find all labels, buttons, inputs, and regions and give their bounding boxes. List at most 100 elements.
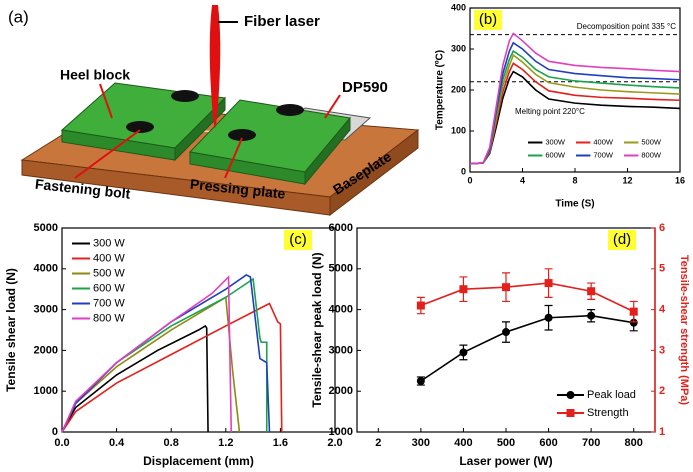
x-tick-label: 0.8 [164, 437, 179, 449]
y-tick-label: 0 [461, 166, 466, 176]
baseplate-side [329, 128, 419, 217]
leader [74, 129, 141, 179]
y-tick-label: 3000 [329, 344, 353, 356]
bolt [171, 90, 199, 102]
legend-label: 700W [593, 150, 614, 159]
y-tick-label: 5000 [329, 263, 353, 275]
panel-label: (d) [613, 231, 631, 248]
y-tick-label: 6000 [329, 222, 353, 234]
marker [502, 328, 510, 337]
marker [629, 318, 638, 327]
x-tick-label: 600 [539, 437, 557, 449]
annotation: Melting point 220°C [515, 107, 585, 116]
legend-label: 400W [593, 137, 614, 146]
y-tick-label: 400 [451, 2, 466, 12]
y2-tick-label: 1 [659, 426, 665, 438]
legend-label: 300 W [93, 237, 125, 249]
y2-tick-label: 4 [659, 304, 666, 316]
legend-label: 500 W [93, 267, 125, 279]
y-tick-label: 100 [451, 125, 466, 135]
y2-tick-label: 5 [659, 263, 665, 275]
x-tick-label: 300 [412, 437, 430, 449]
y2-tick-label: 2 [659, 385, 665, 397]
panel-label: (c) [289, 231, 307, 248]
x-tick-label: 12 [622, 175, 632, 185]
y-tick-label: 2000 [34, 344, 58, 356]
series-line [61, 275, 233, 433]
series-line [469, 32, 681, 165]
annotation: Decomposition point 335 °C [577, 22, 676, 31]
plot-frame [61, 227, 336, 433]
x-tick-label: 500 [497, 437, 515, 449]
leader [324, 94, 341, 119]
marker [629, 307, 638, 316]
panel-label: (a) [8, 7, 29, 26]
y-tick-label: 5000 [34, 222, 58, 234]
x-axis-title: Laser power (W) [459, 454, 552, 468]
y2-axis-title: Tensile-shear strength (MPa) [678, 255, 690, 405]
y-tick-label: 2000 [329, 385, 353, 397]
series-line [420, 314, 634, 382]
y-tick-label: 300 [451, 43, 466, 53]
y-tick-label: 3000 [34, 304, 58, 316]
legend-label: 700 W [93, 297, 125, 309]
y2-tick-label: 6 [659, 222, 665, 234]
x-axis-title: Displacement (mm) [143, 454, 254, 468]
y-axis-title: Temperature (ºC) [435, 50, 446, 130]
legend-label: 500W [641, 137, 662, 146]
panel-label-box [474, 10, 502, 30]
label: Heel block [60, 67, 130, 83]
y-tick-label: 200 [451, 84, 466, 94]
x-tick-label: 800 [625, 437, 643, 449]
leader [99, 83, 113, 119]
label: Fiber laser [244, 13, 320, 30]
x-tick-label: 4 [520, 175, 525, 185]
marker [587, 311, 596, 320]
series-line [61, 302, 283, 433]
legend-label: 800W [641, 150, 662, 159]
legend-label: Strength [587, 407, 629, 419]
x-tick-label: 8 [572, 175, 577, 185]
x-tick-label: 1.6 [273, 437, 288, 449]
series-line [420, 282, 635, 313]
label: DP590 [342, 79, 388, 96]
panel-label-box [608, 230, 636, 250]
x-tick-label: 1.2 [218, 437, 233, 449]
legend-label: 600 W [93, 282, 125, 294]
legend-marker [566, 391, 575, 399]
marker [502, 283, 510, 292]
marker [459, 348, 468, 357]
legend-label: 400 W [93, 252, 125, 264]
bolt [126, 121, 154, 133]
laser-beam [209, 5, 221, 128]
marker [587, 287, 596, 296]
x-axis-title: Time (S) [555, 199, 594, 210]
x-tick-label: 2 [375, 437, 381, 449]
x-tick-label: 16 [675, 175, 685, 185]
y2-tick-label: 3 [659, 344, 665, 356]
setup-diagram: (a) Fiber laser Heel block DP590 CFRP Ba… [8, 5, 420, 217]
x-tick-label: 0 [467, 175, 472, 185]
y-tick-label: 4000 [34, 263, 58, 275]
marker [459, 285, 468, 294]
panel-label: (b) [479, 11, 497, 28]
y-axis-title: Tensile shear load (N) [4, 268, 18, 392]
legend-label: 300W [545, 137, 566, 146]
marker [416, 377, 425, 385]
x-tick-label: 0.4 [109, 437, 125, 449]
y-tick-label: 0 [52, 426, 58, 438]
pressing-plate-side [304, 116, 351, 186]
panel-label-box [284, 230, 312, 250]
x-tick-label: 400 [454, 437, 472, 449]
series-line [61, 324, 209, 433]
y-tick-label: 4000 [329, 304, 353, 316]
legend-marker [566, 409, 575, 417]
marker [544, 313, 553, 322]
legend-label: 600W [545, 150, 566, 159]
y-tick-label: 1000 [34, 385, 58, 397]
bolt [276, 104, 304, 116]
leader [224, 137, 243, 179]
marker [416, 301, 425, 310]
legend-label: 800 W [93, 312, 125, 324]
